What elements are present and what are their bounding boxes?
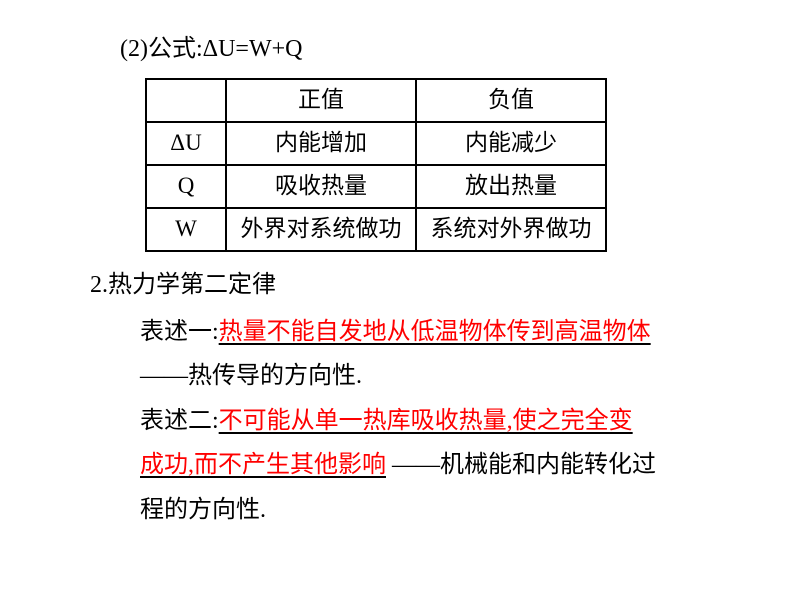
statement-2-tail-b: 程的方向性. bbox=[140, 488, 710, 532]
table-cell: 吸收热量 bbox=[226, 165, 416, 208]
table-cell: ΔU bbox=[146, 122, 226, 165]
table-header-positive: 正值 bbox=[226, 79, 416, 122]
table-cell: 外界对系统做功 bbox=[226, 208, 416, 251]
statement-2-line-1: 表述二:不可能从单一热库吸收热量,使之完全变 bbox=[140, 399, 710, 443]
table-row: 正值 负值 bbox=[146, 79, 606, 122]
formula-line: (2)公式:ΔU=W+Q bbox=[120, 30, 710, 68]
table-row: ΔU 内能增加 内能减少 bbox=[146, 122, 606, 165]
statement-2-highlight-a: 不可能从单一热库吸收热量,使之完全变 bbox=[219, 408, 633, 434]
statement-1-line-1: 表述一:热量不能自发地从低温物体传到高温物体 bbox=[140, 310, 710, 354]
table-cell: 内能增加 bbox=[226, 122, 416, 165]
statement-2-tail-a: ――机械能和内能转化过 bbox=[386, 452, 656, 478]
table-header-negative: 负值 bbox=[416, 79, 606, 122]
table-cell: W bbox=[146, 208, 226, 251]
table-cell: Q bbox=[146, 165, 226, 208]
table-cell: 放出热量 bbox=[416, 165, 606, 208]
table-row: W 外界对系统做功 系统对外界做功 bbox=[146, 208, 606, 251]
table-cell: 系统对外界做功 bbox=[416, 208, 606, 251]
table-row: Q 吸收热量 放出热量 bbox=[146, 165, 606, 208]
table-header-blank bbox=[146, 79, 226, 122]
statement-1-highlight: 热量不能自发地从低温物体传到高温物体 bbox=[219, 319, 651, 345]
statement-2-label: 表述二: bbox=[140, 408, 219, 434]
statement-2-line-2: 成功,而不产生其他影响 ――机械能和内能转化过 bbox=[140, 443, 710, 487]
statement-1-label: 表述一: bbox=[140, 319, 219, 345]
sign-table: 正值 负值 ΔU 内能增加 内能减少 Q 吸收热量 放出热量 W 外界对系统做功… bbox=[145, 78, 607, 251]
statement-2-highlight-b: 成功,而不产生其他影响 bbox=[140, 452, 386, 478]
statement-1-tail: ――热传导的方向性. bbox=[140, 354, 710, 398]
table-cell: 内能减少 bbox=[416, 122, 606, 165]
section-2-title: 2.热力学第二定律 bbox=[90, 266, 710, 304]
